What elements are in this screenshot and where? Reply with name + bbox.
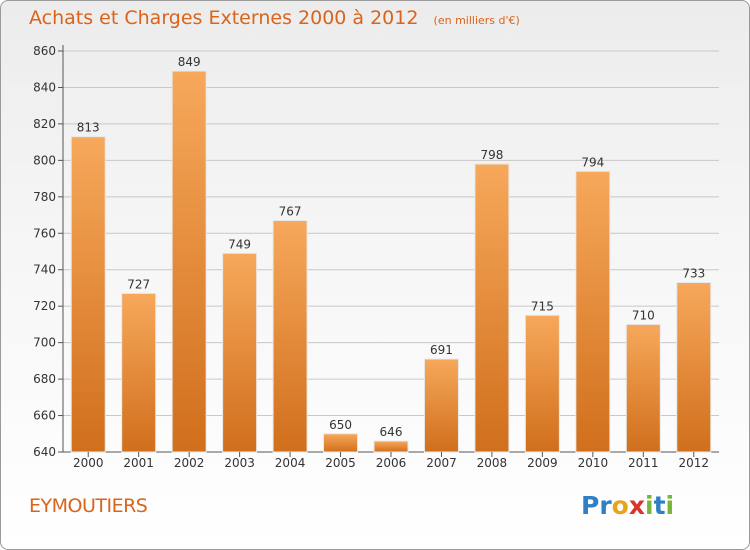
x-tick-label-2009: 2009 xyxy=(527,456,558,470)
data-label-2008: 798 xyxy=(480,148,503,162)
logo-letter: P xyxy=(581,491,600,520)
y-tick-label: 660 xyxy=(33,409,56,423)
data-label-2005: 650 xyxy=(329,418,352,432)
bar-2007 xyxy=(423,358,459,453)
bar-2002 xyxy=(171,70,207,453)
bar-2004 xyxy=(272,220,308,453)
x-tick-label-2010: 2010 xyxy=(578,456,609,470)
bar-2012 xyxy=(676,281,712,453)
data-label-2000: 813 xyxy=(77,121,100,135)
logo-letter: x xyxy=(628,491,645,520)
x-tick-label-2007: 2007 xyxy=(426,456,457,470)
data-label-2010: 794 xyxy=(581,155,604,169)
bar-2010 xyxy=(575,170,611,453)
y-tick-label: 680 xyxy=(33,372,56,386)
data-label-2007: 691 xyxy=(430,343,453,357)
commune-name: EYMOUTIERS xyxy=(29,495,148,517)
bar-2000 xyxy=(70,136,106,453)
bar-2001 xyxy=(121,292,157,453)
bar-2011 xyxy=(625,323,661,453)
data-label-2006: 646 xyxy=(380,425,403,439)
data-label-2011: 710 xyxy=(632,308,655,322)
logo-letter: i xyxy=(665,491,675,520)
data-label-2009: 715 xyxy=(531,299,554,313)
title-row: Achats et Charges Externes 2000 à 2012 (… xyxy=(29,7,520,29)
y-tick-label: 860 xyxy=(33,44,56,58)
data-label-2004: 767 xyxy=(279,205,302,219)
bar-2003 xyxy=(222,252,258,453)
y-tick-label: 640 xyxy=(33,445,56,459)
bar-2008 xyxy=(474,163,510,453)
x-tick-label-2000: 2000 xyxy=(73,456,104,470)
x-tick-label-2012: 2012 xyxy=(678,456,709,470)
bar-2005 xyxy=(323,433,359,453)
logo-letter: i xyxy=(645,491,654,520)
data-label-2001: 727 xyxy=(127,277,150,291)
y-tick-label: 800 xyxy=(33,153,56,167)
x-tick-label-2003: 2003 xyxy=(224,456,255,470)
x-tick-label-2004: 2004 xyxy=(275,456,306,470)
y-tick-label: 780 xyxy=(33,190,56,204)
y-tick-label: 740 xyxy=(33,263,56,277)
y-tick-label: 700 xyxy=(33,336,56,350)
y-tick-label: 840 xyxy=(33,80,56,94)
bar-2009 xyxy=(524,314,560,453)
x-tick-label-2011: 2011 xyxy=(628,456,659,470)
data-label-2003: 749 xyxy=(228,237,251,251)
data-label-2002: 849 xyxy=(178,55,201,69)
x-tick-label-2006: 2006 xyxy=(376,456,407,470)
x-tick-label-2008: 2008 xyxy=(477,456,508,470)
bar-2006 xyxy=(373,440,409,453)
y-tick-label: 760 xyxy=(33,226,56,240)
data-label-2012: 733 xyxy=(682,266,705,280)
logo-letter: r xyxy=(599,491,612,520)
logo-letter: o xyxy=(611,491,629,520)
y-tick-label: 720 xyxy=(33,299,56,313)
proxiti-logo: Proxiti xyxy=(581,491,674,520)
logo-letter: t xyxy=(653,491,666,520)
x-tick-label-2002: 2002 xyxy=(174,456,205,470)
x-tick-label-2001: 2001 xyxy=(123,456,154,470)
chart-subtitle: (en milliers d'€) xyxy=(433,14,520,27)
x-tick-label-2005: 2005 xyxy=(325,456,356,470)
chart-title: Achats et Charges Externes 2000 à 2012 xyxy=(29,7,419,29)
y-tick-label: 820 xyxy=(33,117,56,131)
